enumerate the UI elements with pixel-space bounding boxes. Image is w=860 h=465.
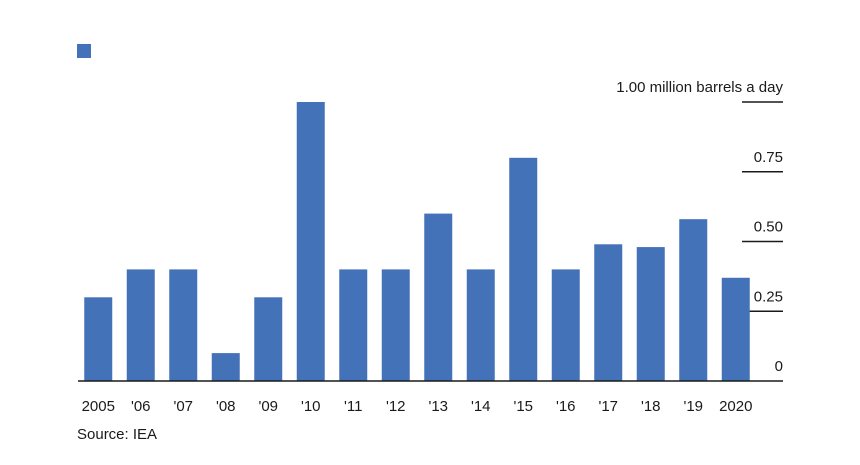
x-axis: 2005 '06 '07 '08 '09 '10 '11 '12 '13 '14 '15 '16 '17… [82, 398, 753, 415]
x-tick-label: '19 [683, 398, 703, 415]
bar [211, 353, 240, 381]
bar [381, 269, 410, 381]
bar [594, 244, 623, 381]
bar [169, 269, 198, 381]
bar [551, 269, 580, 381]
bar [126, 269, 155, 381]
y-tick-label: 0.50 [754, 219, 783, 236]
bar [296, 102, 325, 381]
x-tick-label: 2020 [719, 398, 752, 415]
x-tick-label: '09 [258, 398, 278, 415]
bar [679, 219, 708, 381]
x-tick-label: '17 [598, 398, 618, 415]
y-tick-label: 1.00 million barrels a day [616, 79, 783, 96]
bar [84, 297, 113, 381]
bar [339, 269, 368, 381]
y-axis: 0 0.25 0.50 0.75 1.00 million barrels a day [616, 79, 783, 375]
x-tick-label: '18 [641, 398, 661, 415]
x-tick-label: '06 [131, 398, 151, 415]
x-tick-label: '15 [513, 398, 533, 415]
x-tick-label: '13 [428, 398, 448, 415]
bars [84, 102, 750, 381]
x-tick-label: 2005 [82, 398, 115, 415]
x-tick-label: '08 [216, 398, 236, 415]
legend-swatch [77, 44, 91, 58]
x-tick-label: '16 [556, 398, 576, 415]
x-tick-label: '10 [301, 398, 321, 415]
x-tick-label: '14 [471, 398, 491, 415]
bar [424, 213, 453, 381]
y-tick-label: 0.75 [754, 149, 783, 166]
x-tick-label: '11 [344, 398, 362, 415]
y-tick-label: 0 [775, 358, 783, 375]
x-tick-label: '12 [386, 398, 406, 415]
bar [254, 297, 283, 381]
bar [466, 269, 495, 381]
x-tick-label: '07 [173, 398, 193, 415]
bar [721, 277, 750, 381]
bar [509, 157, 538, 381]
bar [636, 247, 665, 381]
y-tick-label: 0.25 [754, 288, 783, 305]
source-note: Source: IEA [77, 426, 158, 443]
